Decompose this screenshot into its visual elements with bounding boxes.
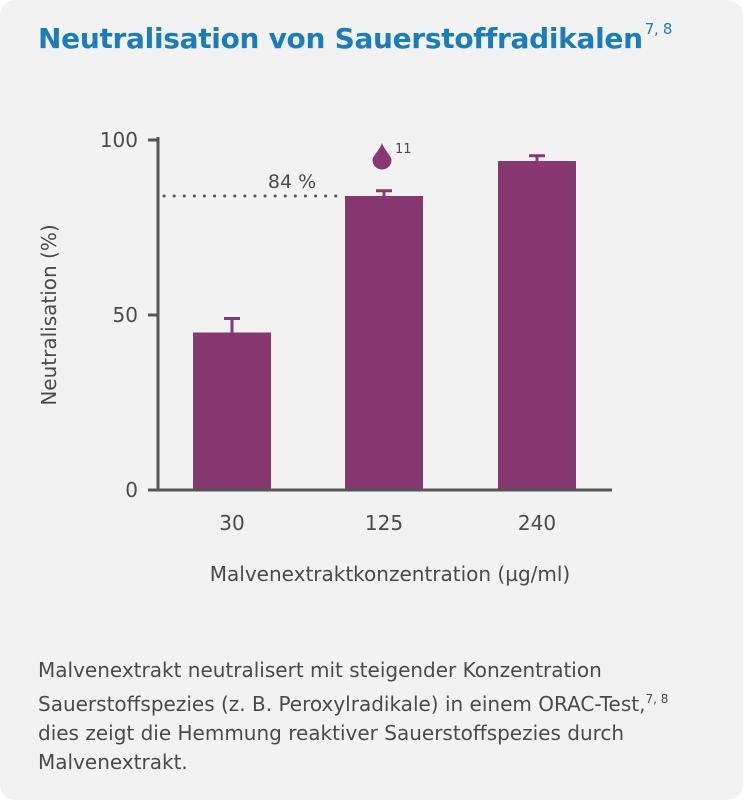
chart-caption: Malvenextrakt neutralisert mit steigende… bbox=[38, 656, 718, 777]
caption-line-1: Malvenextrakt neutralisert mit steigende… bbox=[38, 658, 602, 682]
bar-30 bbox=[193, 332, 271, 490]
y-tick-label-50: 50 bbox=[113, 303, 138, 327]
x-axis-title: Malvenextraktkonzentration (µg/ml) bbox=[210, 562, 570, 586]
caption-line-2: Sauerstoffspezies (z. B. Peroxylradikale… bbox=[38, 692, 646, 716]
reference-line-label: 84 % bbox=[268, 171, 316, 193]
chart-title-text: Neutralisation von Sauerstoffradikalen bbox=[38, 22, 643, 55]
caption-line-3: dies zeigt die Hemmung reaktiver Sauerst… bbox=[38, 721, 625, 745]
bar-chart: 84 % 30 125 240 0 50 100 Neutralisation (%) Malv… bbox=[37, 128, 612, 586]
drop-reference: 11 bbox=[395, 142, 412, 157]
drop-icon bbox=[372, 143, 392, 170]
x-tick-label-30: 30 bbox=[219, 511, 244, 535]
y-tick-label-100: 100 bbox=[100, 128, 138, 152]
title-reference: 7, 8 bbox=[644, 20, 673, 38]
y-tick-label-0: 0 bbox=[125, 478, 138, 502]
caption-reference: 7, 8 bbox=[645, 692, 669, 706]
bar-125 bbox=[345, 196, 423, 490]
y-axis-title: Neutralisation (%) bbox=[37, 224, 61, 405]
chart-title: Neutralisation von Sauerstoffradikalen 7,… bbox=[38, 20, 672, 55]
bar-240 bbox=[498, 161, 576, 490]
x-tick-label-125: 125 bbox=[365, 511, 403, 535]
caption-line-4: Malvenextrakt. bbox=[38, 750, 188, 774]
x-tick-label-240: 240 bbox=[518, 511, 556, 535]
